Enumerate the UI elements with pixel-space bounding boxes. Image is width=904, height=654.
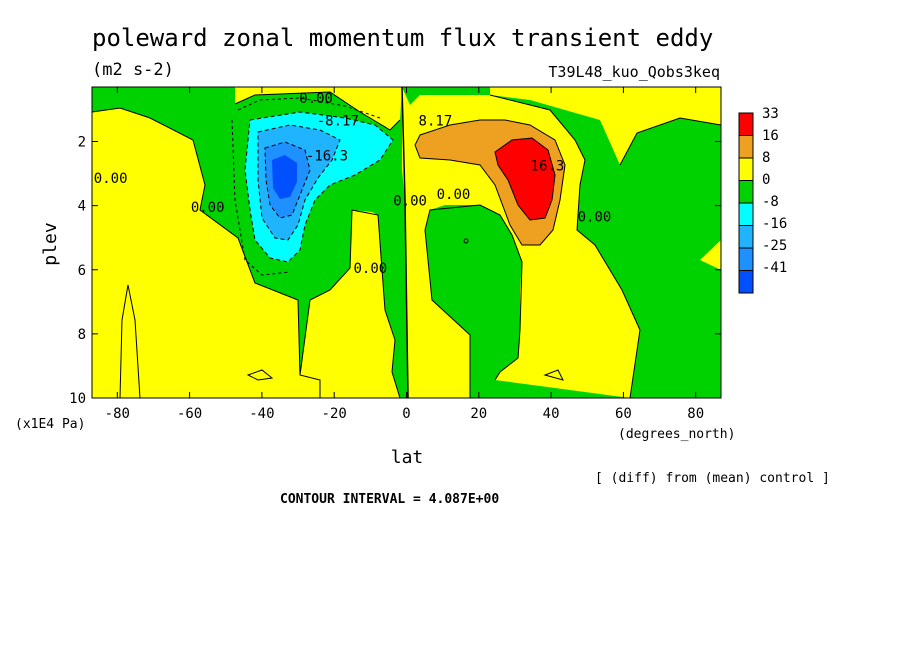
y-tick-label: 6 (78, 263, 86, 279)
x-tick-label: 0 (402, 406, 410, 422)
contour-label: -16.3 (306, 149, 348, 165)
colorbar-label: -16 (762, 216, 787, 232)
x-tick-label: 80 (687, 406, 704, 422)
colorbar-label: 8 (762, 150, 770, 166)
colorbar-label: 0 (762, 172, 770, 188)
contour-label: -8.17 (317, 113, 359, 129)
contour-label: 0.00 (191, 200, 225, 216)
contour-label: 0.00 (353, 261, 387, 277)
contour-label: 0.00 (393, 194, 427, 210)
y-tick-label: 4 (78, 199, 86, 215)
y-axis-unit: (x1E4 Pa) (15, 417, 85, 432)
y-tick-label: 10 (69, 391, 86, 407)
footer-note: [ (diff) from (mean) control ] (595, 471, 830, 486)
contour-label: 16.3 (531, 158, 565, 174)
colorbar-label: -8 (762, 194, 779, 210)
y-tick-label: 2 (78, 135, 86, 151)
contour-label: 0.00 (578, 210, 612, 226)
contour-label-group: 0.00 -8.17 -16.3 -0.00 0.00 0.00 0.00 8.17 0.00 1… (85, 91, 612, 277)
chart-subtitle: (m2 s-2) (92, 60, 174, 80)
colorbar-swatch (738, 247, 754, 271)
y-axis-label: plev (40, 222, 61, 265)
contour-label: 0.00 (299, 91, 333, 107)
colorbar-legend: 33 16 8 0 -8 -16 -25 -41 (738, 106, 787, 294)
x-tick-label: -40 (249, 406, 274, 422)
colorbar-swatch (738, 180, 754, 204)
colorbar-swatch (738, 270, 754, 294)
y-axis: 2 4 6 8 10 (69, 135, 721, 407)
colorbar-swatch (738, 225, 754, 249)
contour-lines (92, 87, 721, 398)
colorbar-label: 33 (762, 106, 779, 122)
colorbar-swatch (738, 157, 754, 181)
x-tick-label: -80 (105, 406, 130, 422)
experiment-label: T39L48_kuo_Qobs3keq (548, 63, 720, 81)
x-tick-label: 60 (615, 406, 632, 422)
colorbar-label: -41 (762, 260, 787, 276)
colorbar-label: -25 (762, 238, 787, 254)
contour-interval-text: CONTOUR INTERVAL = 4.087E+00 (280, 492, 499, 507)
x-tick-label: -20 (322, 406, 347, 422)
colorbar-label: 16 (762, 128, 779, 144)
x-tick-label: 20 (470, 406, 487, 422)
contour-label: 8.17 (419, 113, 453, 129)
x-tick-label: -60 (177, 406, 202, 422)
x-axis-unit: (degrees_north) (618, 427, 735, 442)
colorbar-swatch (738, 112, 754, 136)
x-axis-label: lat (391, 447, 424, 468)
y-tick-label: 8 (78, 327, 86, 343)
plot-area: 0.00 -8.17 -16.3 -0.00 0.00 0.00 0.00 8.17 0.00 1… (85, 87, 721, 398)
contour-label: 0.00 (437, 187, 471, 203)
colorbar-swatch (738, 202, 754, 226)
x-tick-label: 40 (543, 406, 560, 422)
chart-title: poleward zonal momentum flux transient e… (92, 24, 713, 52)
negative-region (245, 112, 393, 262)
contour-label: -0.00 (85, 171, 127, 187)
colorbar-swatch (738, 135, 754, 159)
x-axis: -80 -60 -40 -20 0 20 40 60 80 (105, 87, 704, 422)
